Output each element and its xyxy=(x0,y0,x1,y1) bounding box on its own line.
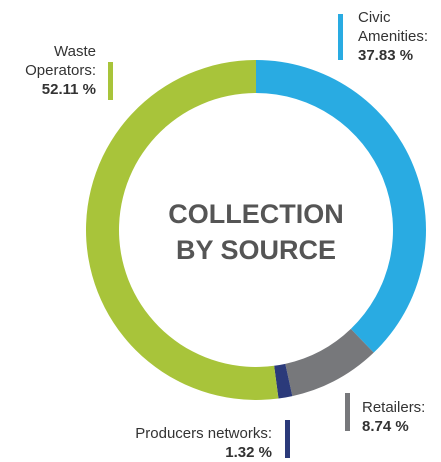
data-label: Civic Amenities: 37.83 % xyxy=(358,8,441,65)
donut-segment xyxy=(256,60,426,353)
donut-segment xyxy=(86,60,279,400)
category-label: Civic Amenities: xyxy=(358,9,429,45)
data-label: Producers networks: 1.32 % xyxy=(80,424,272,462)
label-bar xyxy=(108,62,113,100)
donut-segment xyxy=(274,363,293,399)
value-label: 52.11 % xyxy=(41,81,96,98)
category-label: Producers networks: xyxy=(135,425,272,442)
value-label: 8.74 % xyxy=(362,418,409,435)
label-bar xyxy=(338,14,343,60)
value-label: 37.83 % xyxy=(358,47,414,64)
category-label: Retailers: xyxy=(362,399,426,416)
category-label: Waste Operators: xyxy=(25,43,96,79)
value-label: 1.32 % xyxy=(225,444,272,461)
label-bar xyxy=(345,393,350,431)
label-bar xyxy=(285,420,290,458)
data-label: Retailers: 8.74 % xyxy=(362,398,441,436)
donut-segment xyxy=(285,328,374,397)
chart-title: COLLECTION BY SOURCE xyxy=(168,199,344,265)
data-label: Waste Operators: 52.11 % xyxy=(10,42,96,99)
